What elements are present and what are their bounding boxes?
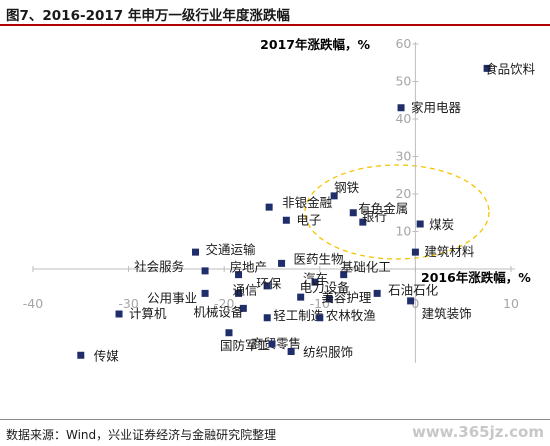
data-point-label: 汽车 xyxy=(303,271,328,286)
data-point-label: 农林牧渔 xyxy=(326,308,376,323)
x-tick-label: -10 xyxy=(310,296,330,311)
data-point-marker xyxy=(225,329,233,337)
data-point-marker xyxy=(201,267,209,275)
data-point-label: 建筑装饰 xyxy=(422,306,472,321)
y-tick-label: 40 xyxy=(395,111,411,126)
y-tick-label: 10 xyxy=(395,224,411,239)
data-point-label: 传媒 xyxy=(94,348,120,363)
data-point-marker xyxy=(278,259,286,267)
data-point-marker xyxy=(235,289,243,297)
data-point-marker xyxy=(297,293,305,301)
data-point-marker xyxy=(239,304,247,312)
data-point-label: 有色金属 xyxy=(358,201,408,216)
data-point-label: 交通运输 xyxy=(206,242,257,257)
data-point-marker xyxy=(263,314,271,322)
data-point-label: 钢铁 xyxy=(334,180,360,195)
title-underline xyxy=(0,24,550,26)
data-point-marker xyxy=(201,289,209,297)
data-point-label: 通信 xyxy=(233,282,258,297)
data-point-marker xyxy=(311,278,319,286)
x-tick-label: 0 xyxy=(411,296,419,311)
data-source-note: 数据来源：Wind，兴业证券经济与金融研究院整理 xyxy=(6,428,277,442)
data-point-marker xyxy=(407,297,415,305)
y-axis-title: 2017年涨跌幅，% xyxy=(260,37,370,52)
data-point-label: 公用事业 xyxy=(147,290,197,305)
x-axis-title: 2016年涨跌幅，% xyxy=(421,270,531,285)
data-point-label: 建筑材料 xyxy=(424,244,475,259)
data-point-label: 非银金融 xyxy=(282,195,333,210)
data-point-marker xyxy=(265,203,273,211)
data-point-label: 煤炭 xyxy=(429,217,454,232)
data-point-label: 电力设备 xyxy=(300,280,351,295)
source-divider xyxy=(0,419,550,420)
data-point-marker xyxy=(483,64,491,72)
x-tick-label: -40 xyxy=(23,296,43,311)
x-tick-label: 10 xyxy=(503,296,519,311)
data-point-marker xyxy=(340,271,348,279)
data-point-marker xyxy=(282,216,290,224)
data-point-marker xyxy=(373,289,381,297)
watermark-text: www.365jz.com xyxy=(411,423,544,441)
y-tick-label: 50 xyxy=(395,74,411,89)
data-point-marker xyxy=(263,282,271,290)
data-point-marker xyxy=(192,248,200,256)
data-point-label: 社会服务 xyxy=(134,259,184,274)
y-tick-label: 20 xyxy=(395,186,411,201)
data-point-label: 银行 xyxy=(362,209,387,224)
data-point-marker xyxy=(115,310,123,318)
data-point-marker xyxy=(411,248,419,256)
data-point-label: 食品饮料 xyxy=(485,61,536,76)
data-point-marker xyxy=(397,104,405,112)
data-point-label: 机械设备 xyxy=(193,304,244,319)
y-tick-label: 60 xyxy=(395,36,411,51)
data-point-marker xyxy=(287,348,295,355)
data-point-label: 轻工制造 xyxy=(273,308,324,323)
data-point-marker xyxy=(235,271,243,279)
data-point-marker xyxy=(325,295,333,303)
highlight-ellipse xyxy=(304,164,490,260)
data-point-label: 电子 xyxy=(296,212,321,227)
x-tick-label: -30 xyxy=(118,296,138,311)
data-point-label: 计算机 xyxy=(129,306,167,321)
data-point-label: 医药生物 xyxy=(294,251,344,266)
data-point-label: 房地产 xyxy=(230,260,268,275)
data-point-label: 纺织服饰 xyxy=(303,345,353,360)
data-point-label: 基础化工 xyxy=(341,260,391,275)
data-point-marker xyxy=(77,351,85,359)
data-point-marker xyxy=(359,218,367,226)
figure-title: 图7、2016-2017 年申万一级行业年度涨跌幅 xyxy=(6,8,290,24)
data-point-label: 家用电器 xyxy=(411,100,462,115)
data-point-label: 美容护理 xyxy=(321,290,372,305)
data-point-label: 国防军工 xyxy=(220,338,270,353)
data-point-label: 环保 xyxy=(256,276,282,291)
data-point-label: 石油石化 xyxy=(388,282,439,297)
data-point-marker xyxy=(330,192,338,200)
data-point-marker xyxy=(316,314,324,322)
axes: -40 -30 -20 -10 0 10 10 20 30 40 50 60 xyxy=(23,36,519,363)
y-tick-label: 30 xyxy=(395,149,411,164)
data-point-marker xyxy=(268,340,276,348)
data-point-label: 商贸零售 xyxy=(251,336,301,351)
data-point-marker xyxy=(416,220,424,228)
data-point-marker xyxy=(349,209,357,217)
x-tick-label: -20 xyxy=(214,296,234,311)
